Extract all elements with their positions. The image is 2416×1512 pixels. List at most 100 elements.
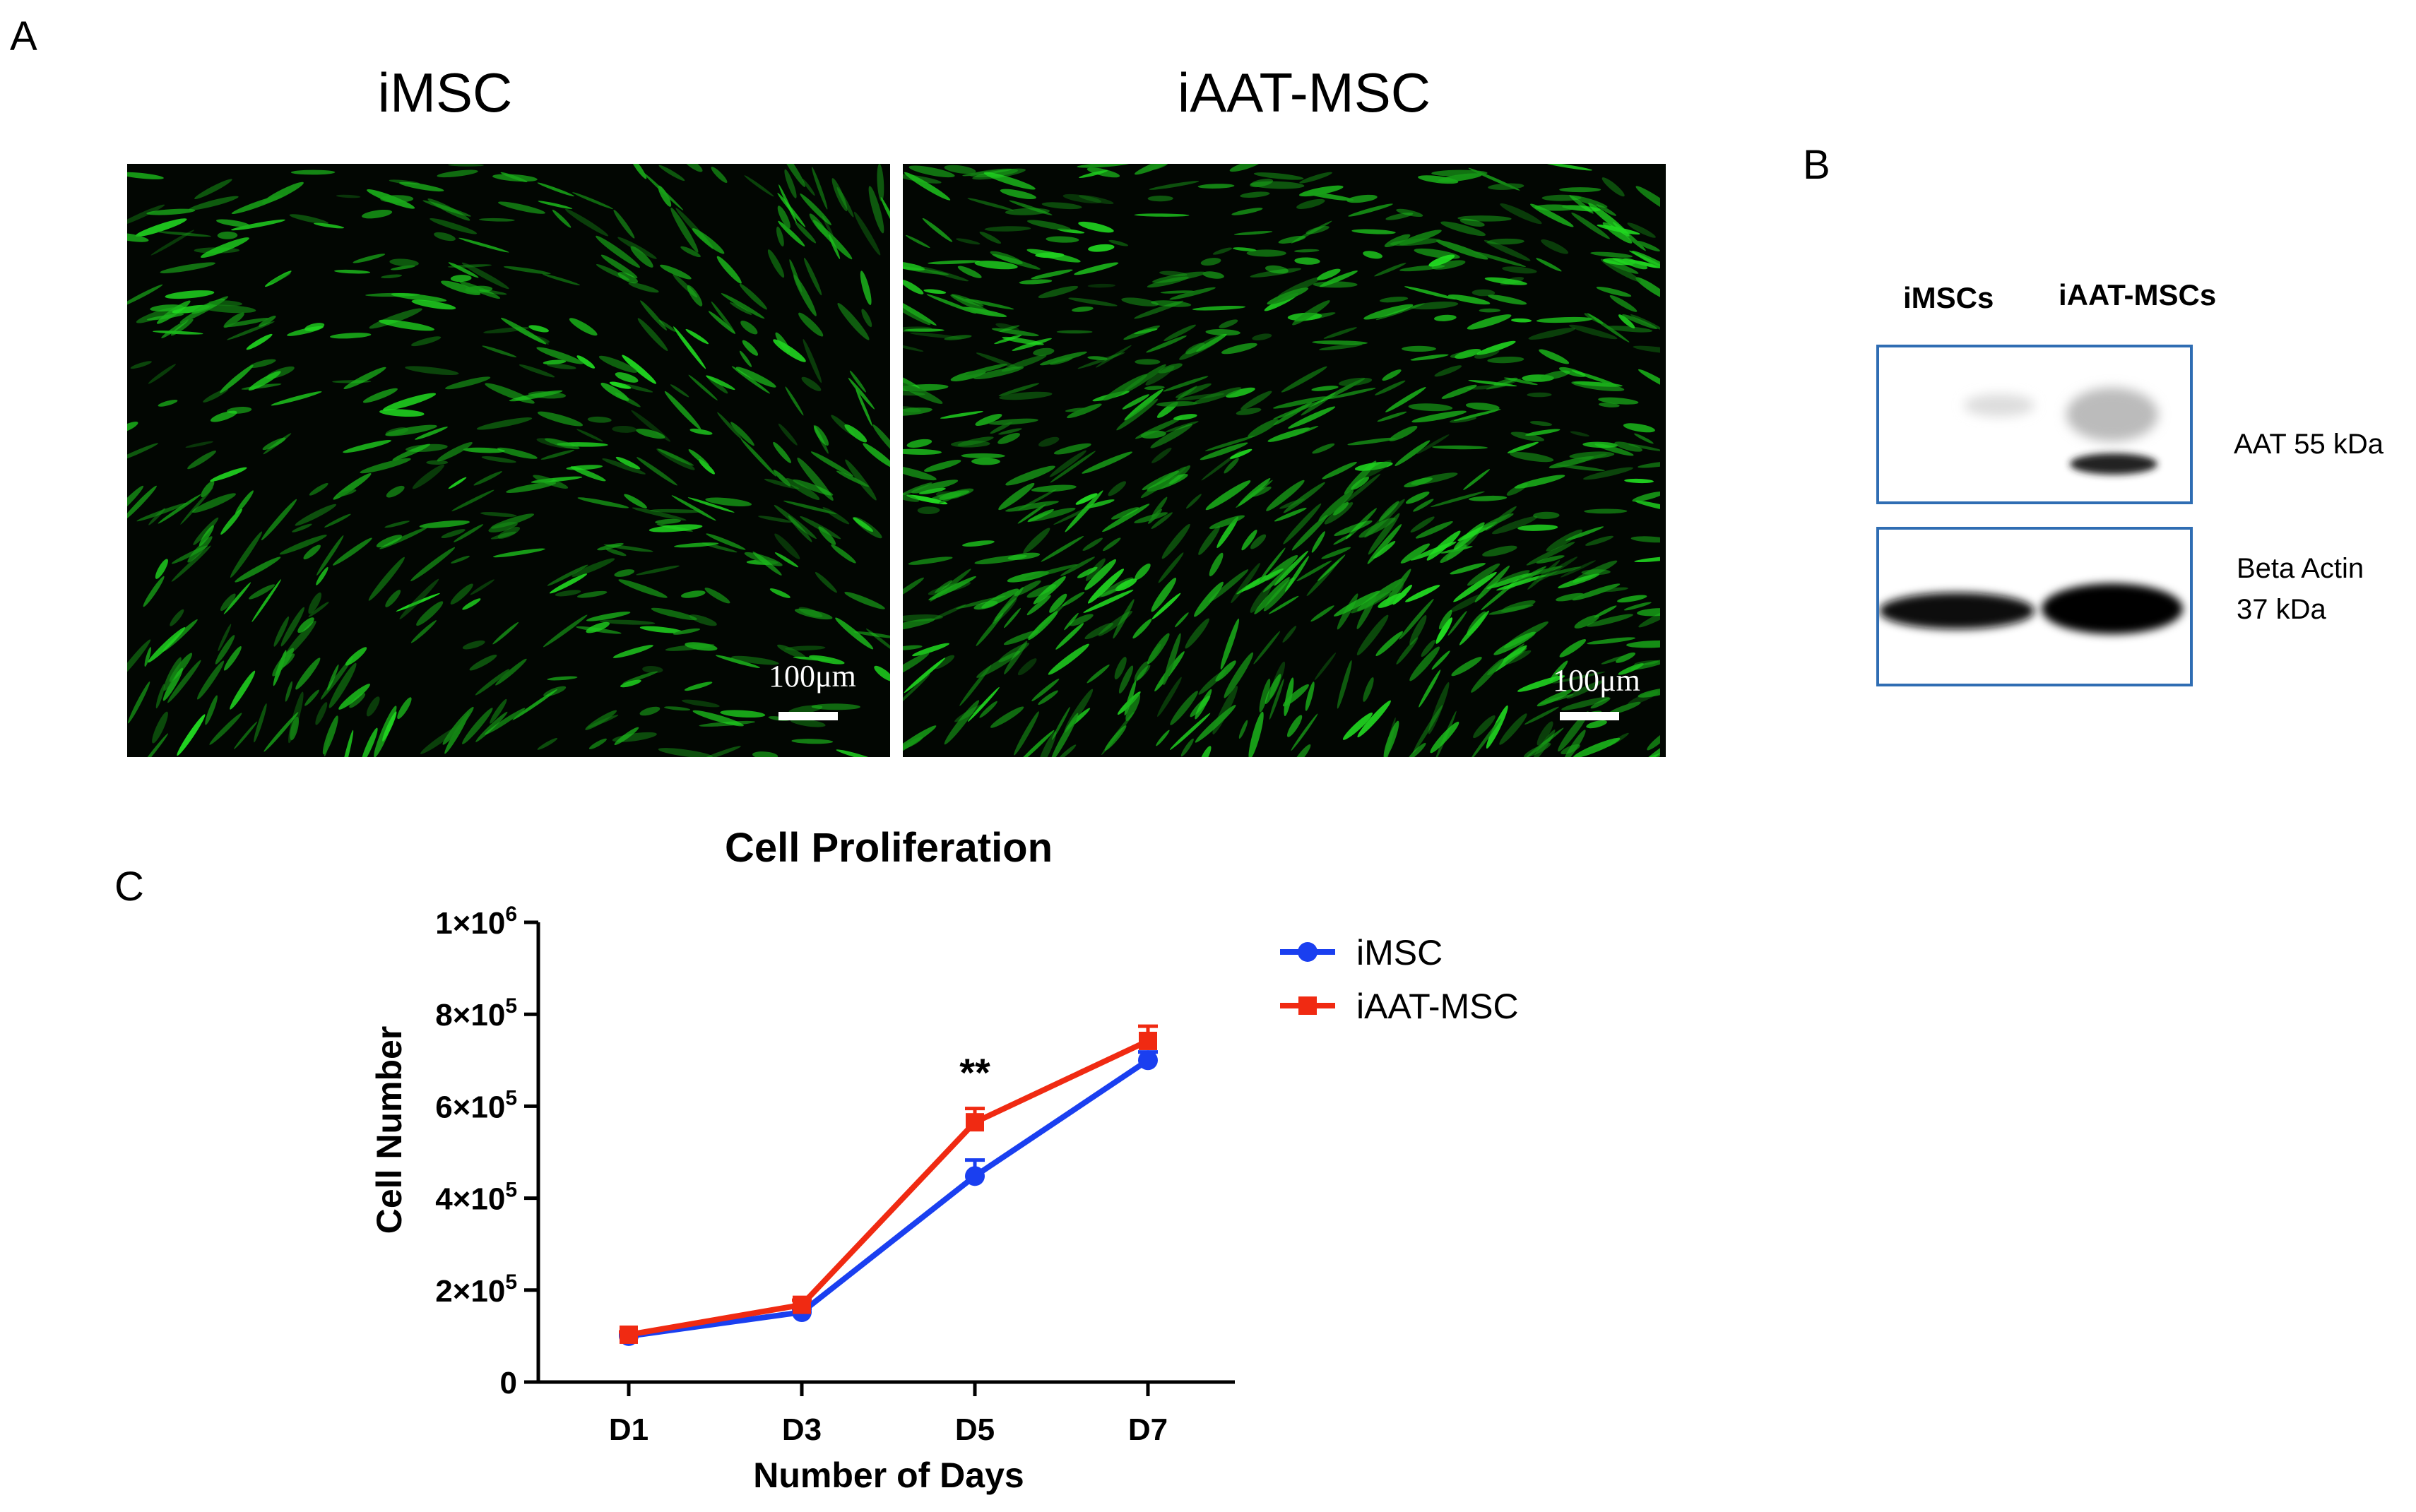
cell [1449, 594, 1484, 612]
cell [1600, 258, 1641, 282]
cell [845, 459, 877, 501]
cell [1571, 195, 1608, 208]
cell [337, 489, 357, 497]
cell [1399, 598, 1434, 640]
cell [1327, 388, 1376, 400]
cell [210, 410, 237, 422]
cell [1590, 697, 1611, 709]
cell [1573, 381, 1623, 387]
cell [1618, 314, 1635, 328]
cell [328, 662, 357, 708]
cell [1440, 544, 1467, 564]
cell [1064, 612, 1079, 631]
cell [1484, 239, 1531, 261]
cell [495, 658, 527, 686]
cell [793, 479, 834, 496]
cell [155, 559, 168, 579]
cell [1441, 384, 1477, 399]
cell [1165, 421, 1199, 433]
cell [475, 711, 508, 742]
cell [1147, 195, 1173, 202]
cell [1640, 739, 1660, 757]
lane-label-iaat-mscs: iAAT-MSCs [2059, 278, 2217, 311]
cell [1123, 325, 1161, 340]
cell [152, 711, 168, 744]
cell [1087, 569, 1125, 604]
cell [630, 164, 647, 179]
cell [605, 548, 627, 556]
cell [1067, 403, 1102, 419]
cell [1082, 537, 1103, 551]
cell [251, 579, 282, 622]
scale-bar-label: 100μm [1553, 663, 1640, 698]
cell [908, 165, 955, 178]
cell [911, 480, 959, 494]
cell [926, 294, 976, 314]
cell [427, 198, 470, 221]
cell [308, 602, 329, 617]
cell [498, 201, 545, 214]
cell [1637, 608, 1660, 617]
cell [1135, 417, 1183, 439]
cell [997, 432, 1020, 444]
cell [1268, 595, 1299, 614]
cell [774, 533, 800, 559]
cell [231, 219, 285, 231]
cell [1314, 653, 1337, 681]
cell [1074, 262, 1119, 275]
cell [689, 428, 713, 435]
cell [1385, 387, 1426, 412]
cell [1510, 451, 1554, 463]
cell [234, 721, 258, 749]
cell [397, 697, 412, 720]
cell [566, 465, 603, 470]
cell [480, 512, 517, 517]
cell [280, 607, 304, 647]
cell [791, 739, 834, 744]
cell [1053, 443, 1091, 455]
legend-label: iAAT-MSC [1356, 987, 1519, 1026]
cell [412, 464, 444, 489]
cell [655, 518, 682, 524]
cell [1587, 637, 1635, 645]
cell [1299, 172, 1332, 184]
cell [497, 526, 521, 539]
cell [316, 535, 344, 576]
cell [492, 621, 519, 645]
cell [1374, 263, 1407, 277]
cell [1250, 534, 1267, 549]
cell [776, 226, 784, 247]
cell [362, 388, 398, 403]
cell [909, 332, 963, 339]
cell [1474, 349, 1500, 359]
cell [1252, 333, 1272, 341]
cell [1031, 678, 1060, 702]
cell [1337, 660, 1352, 709]
cell [1173, 414, 1197, 421]
cell [1273, 396, 1328, 409]
cell [290, 716, 300, 741]
cell [587, 416, 612, 423]
cell [528, 391, 567, 399]
cell [861, 309, 872, 328]
cell [613, 209, 635, 239]
cell [1077, 164, 1131, 168]
cell [940, 411, 983, 419]
cell [1065, 490, 1103, 532]
cell [1246, 249, 1286, 257]
cell [194, 247, 239, 254]
cell [1348, 203, 1393, 217]
cell [419, 520, 470, 528]
cell [273, 616, 290, 647]
cell [288, 691, 304, 744]
cell [519, 364, 555, 378]
cell [555, 590, 581, 597]
cell [767, 249, 785, 278]
cell [778, 423, 798, 446]
cell [1046, 236, 1079, 243]
cell [481, 456, 516, 463]
x-tick-label: D3 [782, 1412, 822, 1447]
cell [704, 588, 730, 604]
cell [1488, 605, 1534, 615]
cell [1527, 392, 1552, 398]
